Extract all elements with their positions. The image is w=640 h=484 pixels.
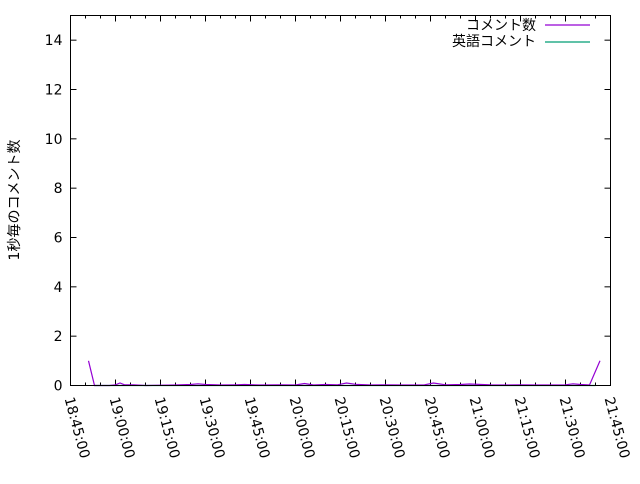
x-tick-label: 19:30:00 (196, 395, 228, 460)
y-tick-label: 14 (45, 33, 63, 49)
x-tick-label: 19:00:00 (106, 395, 138, 460)
x-tick-label: 20:30:00 (376, 395, 408, 460)
x-tick-label: 20:15:00 (331, 395, 363, 460)
y-tick-label: 12 (45, 83, 63, 99)
y-tick-label: 0 (54, 379, 63, 395)
x-tick-label: 19:15:00 (151, 395, 183, 460)
y-tick-label: 6 (54, 231, 63, 247)
x-tick-label: 20:45:00 (421, 395, 453, 460)
x-tick-label: 20:00:00 (286, 395, 318, 460)
x-tick-label: 21:30:00 (556, 395, 588, 460)
y-tick-label: 8 (54, 181, 63, 197)
legend-label-1: 英語コメント (452, 33, 536, 50)
series-line-0 (87, 360, 601, 387)
y-axis-label: 1秒毎のコメント数 (7, 140, 23, 261)
legend: コメント数 英語コメント (452, 18, 590, 50)
plot-border (70, 15, 611, 386)
x-tick-label: 21:15:00 (511, 395, 543, 460)
x-tick-label: 18:45:00 (61, 395, 93, 460)
x-tick-label: 21:45:00 (601, 395, 633, 460)
y-tick-label: 10 (45, 132, 63, 148)
y-tick-label: 2 (54, 329, 63, 345)
x-tick-label: 19:45:00 (241, 395, 273, 460)
axes: 0 2 4 6 8 10 12 14 18:45:00 19:00:00 19:15:00 19:30… (45, 15, 633, 460)
series-layer (87, 360, 601, 387)
y-tick-label: 4 (54, 280, 63, 296)
legend-label-0: コメント数 (466, 18, 536, 34)
x-tick-label: 21:00:00 (466, 395, 498, 460)
